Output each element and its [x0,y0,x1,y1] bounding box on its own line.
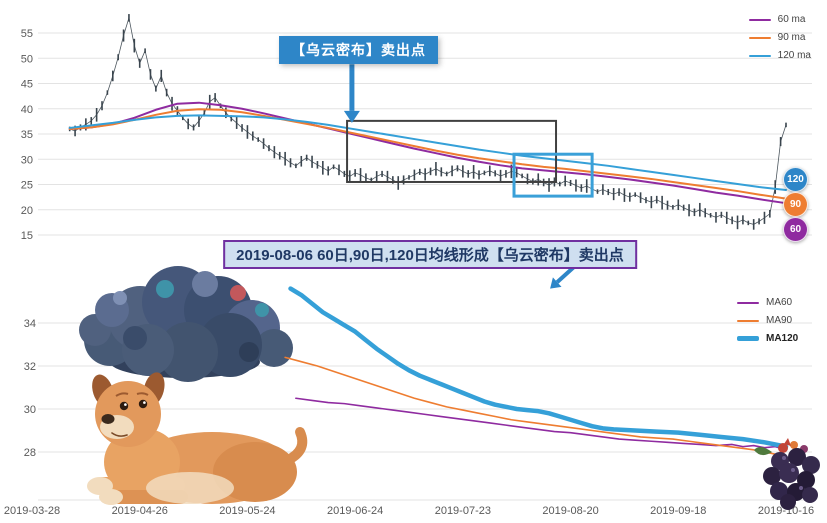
legend-item-ma90: 90 ma [748,32,811,43]
svg-text:15: 15 [21,230,33,242]
svg-text:30: 30 [21,154,33,166]
svg-text:2019-09-18: 2019-09-18 [650,505,706,517]
ma90-value-badge: 90 [783,192,808,217]
svg-text:2019-07-23: 2019-07-23 [435,505,491,517]
svg-text:25: 25 [21,180,33,192]
bottom-chart-series [284,286,789,458]
dog-cloud-illustration [79,266,308,505]
top-chart-series [68,14,787,230]
svg-text:35: 35 [21,129,33,141]
svg-text:2019-04-26: 2019-04-26 [112,505,168,517]
top-chart-grid: 15 20 25 30 35 40 45 50 55 [21,28,812,242]
ma60-value-badge: 60 [783,217,808,242]
svg-text:2019-03-28: 2019-03-28 [4,505,60,517]
svg-text:45: 45 [21,79,33,91]
legend-label: 60 ma [777,14,806,25]
ma90-line-swatch [748,36,771,39]
svg-text:30: 30 [24,404,36,416]
blackberry-illustration [754,438,820,510]
top-chart-annotations [343,64,594,198]
ma90-line-swatch [737,319,759,322]
dark-cloud-callout: 【乌云密布】卖出点 [279,36,438,64]
legend-item-ma60: MA60 [737,297,798,308]
legend-item-ma60: 60 ma [748,14,811,25]
bottom-chart-annotations [550,265,576,289]
legend-item-ma90: MA90 [737,315,798,326]
svg-text:40: 40 [21,104,33,116]
legend-label: MA90 [766,315,793,326]
svg-text:32: 32 [24,361,36,373]
ma120-value-badge: 120 [783,167,808,192]
top-chart-legend: 60 ma 90 ma 120 ma [748,14,811,61]
legend-label: MA60 [766,297,793,308]
ma120-line-swatch [748,54,771,57]
legend-item-ma120: 120 ma [748,50,811,61]
svg-text:2019-08-20: 2019-08-20 [542,505,598,517]
svg-text:2019-06-24: 2019-06-24 [327,505,383,517]
legend-label: 120 ma [777,50,811,61]
svg-text:2019-10-16: 2019-10-16 [758,505,814,517]
bottom-chart-legend: MA60 MA90 MA120 [737,297,798,344]
svg-text:34: 34 [24,318,36,330]
sell-point-banner: 2019-08-06 60日,90日,120日均线形成【乌云密布】卖出点 [223,240,637,269]
svg-text:55: 55 [21,28,33,40]
legend-label: MA120 [766,333,799,344]
svg-text:2019-05-24: 2019-05-24 [219,505,275,517]
legend-label: 90 ma [777,32,806,43]
svg-text:28: 28 [24,447,36,459]
svg-text:20: 20 [21,205,33,217]
legend-item-ma120: MA120 [737,333,798,344]
dog-icon [87,372,308,505]
ma60-line-swatch [748,18,771,21]
ma120-line-swatch [737,336,759,341]
ma60-line-swatch [737,301,759,304]
svg-text:50: 50 [21,53,33,65]
storm-cloud-icon [79,266,293,382]
